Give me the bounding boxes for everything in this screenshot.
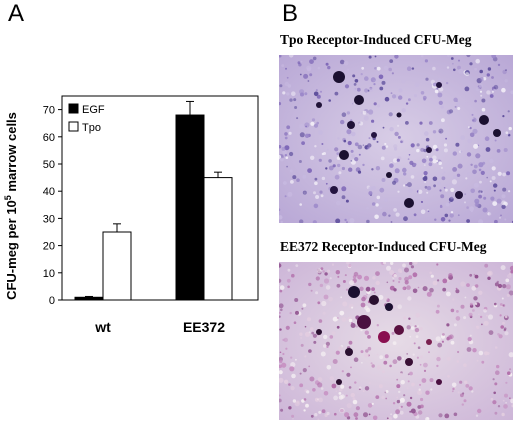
y-axis-label-sup: 5	[3, 195, 13, 200]
micrograph-title-ee372: EE372 Receptor-Induced CFU-Meg	[280, 239, 487, 254]
bar-egf-ee372	[175, 114, 205, 301]
legend-label-tpo: Tpo	[82, 122, 101, 134]
y-axis-label: CFU-meg per 105 marrow cells	[3, 112, 19, 300]
micrograph-tpo-image	[279, 55, 513, 223]
micrograph-ee372-canvas	[279, 262, 513, 420]
bar-tpo-ee372	[203, 177, 233, 301]
y-tick-label: 60	[43, 132, 55, 144]
legend-swatch-tpo	[68, 121, 79, 132]
y-axis-label-prefix: CFU-meg per 10	[4, 200, 19, 300]
x-category-label: wt	[94, 319, 111, 335]
legend-label-egf: EGF	[82, 104, 105, 116]
micrograph-ee372-image	[279, 262, 513, 420]
y-axis-label-suffix: marrow cells	[4, 112, 19, 195]
legend-swatch-egf	[68, 103, 79, 114]
y-tick-label: 70	[43, 105, 55, 117]
y-tick-label: 20	[43, 241, 55, 253]
micrograph-tpo-canvas	[279, 55, 513, 223]
bar-chart: 0 10 20 30 40 50 60 70 wt EE372 EGF Tpo CFU-meg per…	[3, 95, 259, 335]
y-tick-label: 30	[43, 213, 55, 225]
y-tick-label: 40	[43, 186, 55, 198]
micrograph-title-tpo: Tpo Receptor-Induced CFU-Meg	[280, 32, 472, 47]
panel-label-a: A	[8, 0, 25, 27]
y-tick-label: 0	[49, 295, 55, 307]
plot-frame	[61, 95, 259, 301]
bar-tpo-wt	[102, 231, 132, 301]
y-tick-label: 10	[43, 268, 55, 280]
panel-label-b: B	[282, 0, 299, 27]
bar-egf-wt	[74, 296, 104, 301]
y-tick-label: 50	[43, 159, 55, 171]
x-category-label: EE372	[183, 319, 225, 335]
